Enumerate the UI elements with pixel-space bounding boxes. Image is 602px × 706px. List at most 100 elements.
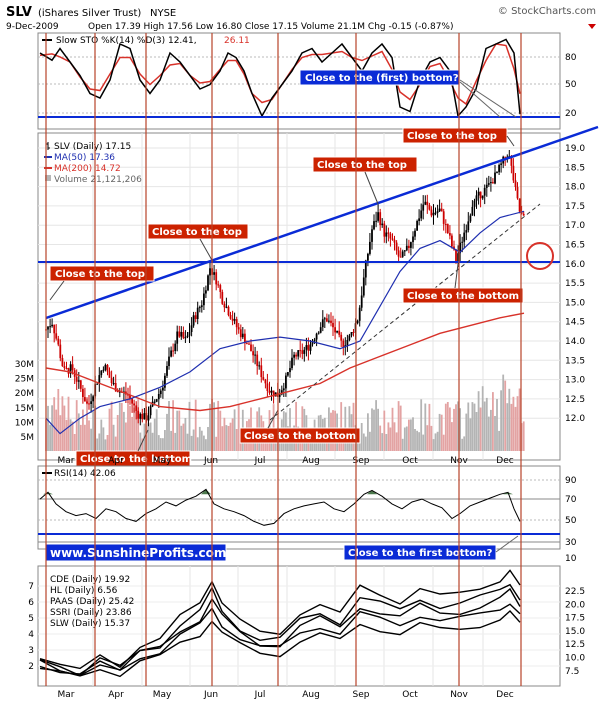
volume-bar: [67, 396, 70, 451]
volume-bar: [451, 422, 453, 451]
price-bar-body: [500, 163, 502, 165]
price-bar-body: [155, 399, 158, 402]
svg-text:Close to the bottom: Close to the bottom: [407, 291, 519, 302]
volume-bar: [184, 418, 187, 451]
volume-bar: [358, 439, 361, 451]
volume-bar: [225, 425, 228, 451]
callout-top-mid: Close to the top: [147, 223, 249, 240]
price-panel: 19.0 18.5 18.0 17.5 17.0 16.5 16.0 15.5 15.0 14.5…: [15, 125, 599, 467]
svg-text:Close to the bottom: Close to the bottom: [244, 431, 356, 442]
volume-bar: [188, 401, 191, 451]
price-bar-body: [90, 401, 92, 404]
svg-text:Close to the top: Close to the top: [55, 269, 145, 280]
price-bar-body: [194, 315, 197, 319]
price-bar-body: [475, 195, 478, 201]
price-bar-body: [293, 354, 295, 358]
price-bar-body: [518, 198, 521, 212]
price-bar-body: [350, 332, 353, 336]
volume-bar: [510, 403, 513, 451]
volume-bar: [436, 431, 439, 451]
volume-bar: [438, 413, 441, 451]
volume-bar: [467, 402, 470, 451]
price-bar-body: [217, 284, 220, 286]
callout-bottom-apr: Close to the bottom: [75, 450, 192, 467]
price-bar-body: [133, 403, 135, 406]
volume-bar: [459, 408, 461, 451]
price-bar-body: [426, 201, 429, 206]
rsi-panel: RSI(14) 42.06 90 70 50 30 10 www.Sunshin…: [37, 465, 577, 564]
price-bar-body: [291, 357, 293, 369]
volume-bar: [512, 396, 515, 451]
volume-bar: [133, 407, 135, 451]
callout-top-dec: Close to the top: [402, 127, 508, 144]
price-bar-body: [457, 253, 459, 262]
volume-bar: [176, 410, 179, 451]
compare-right-tick: 15.0: [565, 627, 585, 637]
price-bar-body: [522, 213, 525, 216]
header-date: 9-Dec-2009: [6, 22, 59, 32]
price-bar-body: [233, 319, 236, 321]
price-bar-body: [514, 180, 517, 187]
price-month-label: Oct: [402, 456, 418, 466]
price-bar-body: [321, 319, 324, 328]
volume-bar: [69, 419, 72, 451]
price-bar-body: [219, 285, 222, 292]
volume-bar: [522, 421, 525, 451]
price-bar-body: [414, 230, 416, 237]
svg-text:Close to the top: Close to the top: [407, 131, 497, 142]
volume-bar: [123, 411, 125, 451]
volume-bar: [393, 422, 396, 451]
volume-bar: [200, 430, 203, 451]
volume-bar: [403, 427, 406, 451]
price-bar-body: [510, 156, 513, 166]
volume-bar: [227, 426, 230, 451]
callout-top-left: Close to the top: [49, 265, 155, 282]
compare-left-tick: 5: [28, 614, 34, 624]
price-bar-body: [299, 350, 302, 352]
price-tick-label: 17.0: [565, 221, 585, 231]
price-bar-body: [137, 410, 140, 419]
price-bar-body: [416, 221, 418, 231]
ma50-line: [45, 210, 525, 435]
price-bar-body: [309, 344, 312, 351]
volume-bar: [500, 390, 502, 451]
volume-bar: [153, 418, 156, 451]
compare-panel: 7 6 5 4 3 2 22.5 20.0 17.5 15.0 12.5 10.0 7.5 CDE (…: [28, 565, 585, 700]
price-tick-label: 17.5: [565, 202, 585, 212]
price-bar-body: [244, 333, 246, 344]
header-quote: Open 17.39 High 17.56 Low 16.80 Close 17…: [88, 22, 453, 32]
price-bar-body: [225, 306, 228, 308]
price-bar-body: [237, 327, 240, 330]
volume-bar: [473, 403, 476, 451]
price-bar-body: [471, 206, 474, 216]
sto-legend: Slow STO %K(14) %D(3) 12.41,: [56, 36, 197, 46]
compare-month-label: Sep: [353, 690, 370, 700]
volume-bar: [235, 429, 238, 451]
volume-bar: [490, 409, 492, 451]
price-bar-body: [139, 413, 142, 419]
price-legend-ma50: MA(50) 17.36: [54, 153, 115, 163]
sto-k-line: [39, 38, 521, 118]
price-bar-body: [178, 331, 181, 337]
volume-bar: [430, 425, 433, 451]
volume-bar: [408, 419, 410, 451]
price-bar-body: [79, 380, 82, 389]
price-bar-body: [149, 406, 152, 416]
callout-bottom-nov: Close to the bottom: [402, 287, 524, 304]
price-bar-body: [418, 218, 420, 221]
volume-bar: [219, 410, 222, 451]
volume-bar: [221, 426, 224, 451]
volume-bar: [463, 436, 466, 451]
volume-bar: [410, 419, 412, 451]
volume-bar: [147, 423, 150, 451]
volume-bar: [233, 409, 236, 451]
price-bar-body: [239, 329, 242, 338]
volume-bar: [455, 404, 457, 451]
compare-right-tick: 22.5: [565, 587, 585, 597]
volume-bar: [120, 402, 123, 451]
price-bar-body: [174, 343, 177, 351]
compare-month-label: Oct: [402, 690, 418, 700]
price-bar-body: [387, 232, 390, 234]
price-bar-body: [330, 320, 332, 323]
volume-bar: [135, 410, 138, 451]
